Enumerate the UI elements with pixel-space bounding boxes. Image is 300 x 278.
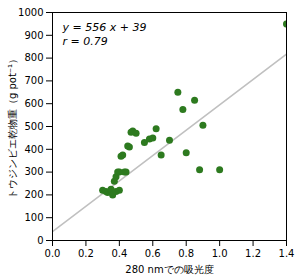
svg-text:100: 100 xyxy=(24,212,43,223)
svg-text:0.0: 0.0 xyxy=(45,248,61,259)
svg-text:800: 800 xyxy=(24,52,43,63)
svg-text:0.2: 0.2 xyxy=(78,248,94,259)
svg-text:600: 600 xyxy=(24,98,43,109)
svg-text:0.4: 0.4 xyxy=(111,248,127,259)
svg-text:0.8: 0.8 xyxy=(178,248,194,259)
svg-text:トウジンビエ乾物重（g pot⁻¹）: トウジンビエ乾物重（g pot⁻¹） xyxy=(7,54,18,199)
svg-text:0.6: 0.6 xyxy=(145,248,161,259)
svg-text:280 nmでの吸光度: 280 nmでの吸光度 xyxy=(125,264,213,275)
svg-text:300: 300 xyxy=(24,166,43,177)
svg-text:y = 556 x + 39r = 0.79: y = 556 x + 39r = 0.79 xyxy=(62,21,147,48)
svg-text:700: 700 xyxy=(24,75,43,86)
svg-text:200: 200 xyxy=(24,189,43,200)
svg-text:500: 500 xyxy=(24,121,43,132)
svg-text:1.2: 1.2 xyxy=(245,248,261,259)
svg-text:1000: 1000 xyxy=(18,7,43,18)
svg-text:1.4: 1.4 xyxy=(279,248,295,259)
svg-text:0: 0 xyxy=(37,235,43,246)
svg-text:400: 400 xyxy=(24,144,43,155)
svg-text:900: 900 xyxy=(24,30,43,41)
svg-text:1.0: 1.0 xyxy=(212,248,228,259)
